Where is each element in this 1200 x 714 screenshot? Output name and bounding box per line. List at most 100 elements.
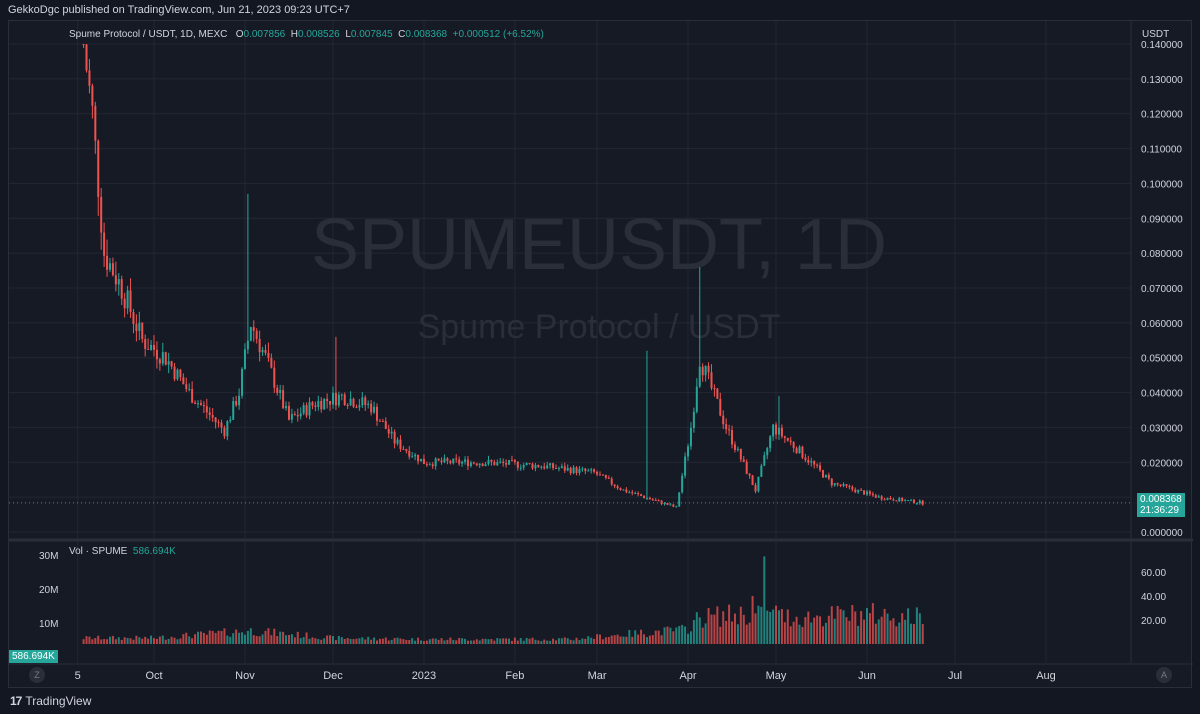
- candle: [877, 494, 880, 498]
- candle: [654, 498, 657, 501]
- candle: [443, 454, 446, 464]
- volume-bar: [129, 638, 132, 644]
- volume-bar: [455, 640, 458, 644]
- tradingview-logo[interactable]: 17 TradingView: [10, 694, 91, 708]
- candle: [792, 441, 795, 453]
- candle: [678, 492, 681, 507]
- auto-scale-button[interactable]: A: [1156, 667, 1172, 683]
- footer: 17 TradingView: [0, 688, 1200, 714]
- volume-axis-right[interactable]: 60.00 40.00 20.00: [1141, 568, 1166, 627]
- candle: [270, 353, 273, 369]
- candle: [176, 368, 179, 381]
- volume-bar: [264, 630, 267, 644]
- volume-bar: [783, 622, 786, 644]
- volume-bar: [114, 639, 117, 644]
- candle: [478, 463, 481, 468]
- candle: [290, 408, 293, 424]
- candle: [235, 395, 238, 408]
- volume-bar: [452, 639, 455, 644]
- volume-bar: [692, 620, 695, 644]
- candle: [472, 461, 475, 465]
- candle: [402, 445, 405, 450]
- volume-bar: [807, 611, 810, 644]
- volume-bar: [918, 613, 921, 644]
- volume-bar: [202, 632, 205, 644]
- candle: [153, 335, 155, 357]
- candle: [648, 496, 651, 500]
- volume-bar: [120, 639, 123, 644]
- candle: [279, 384, 282, 400]
- candle: [854, 487, 857, 494]
- candle: [329, 400, 332, 411]
- volume-bar: [601, 639, 604, 644]
- price-axis[interactable]: 0.140000 0.130000 0.120000 0.110000 0.100000…: [1141, 40, 1183, 539]
- candle: [631, 489, 634, 496]
- volume-bar: [745, 624, 748, 644]
- candle: [361, 391, 364, 408]
- volume-bar: [848, 620, 851, 644]
- candle: [273, 360, 276, 393]
- volume-bar: [733, 613, 736, 644]
- volume-left-tick: 30M: [39, 551, 58, 562]
- volume-title[interactable]: Vol · SPUME: [69, 546, 128, 557]
- candle: [695, 378, 698, 414]
- volume-bar: [634, 630, 637, 644]
- time-axis[interactable]: 5 Oct Nov Dec 2023 Feb Mar Apr May Jun Jul Aug: [75, 670, 1056, 682]
- volume-bar: [560, 638, 563, 644]
- volume-bar: [484, 638, 487, 644]
- candle: [464, 456, 467, 465]
- volume-bar: [742, 614, 745, 644]
- volume-bar: [895, 626, 898, 644]
- volume-bar: [631, 636, 634, 644]
- volume-bar: [572, 640, 575, 644]
- candle: [534, 462, 537, 472]
- volume-bar: [191, 638, 194, 644]
- volume-bar: [308, 638, 311, 644]
- candle: [868, 490, 871, 496]
- volume-bar: [675, 627, 678, 644]
- volume-left-tick: 20M: [39, 585, 58, 596]
- volume-bar: [161, 635, 164, 644]
- candle: [643, 495, 646, 499]
- candle: [440, 457, 443, 465]
- volume-bar: [904, 619, 907, 644]
- volume-bar: [346, 638, 349, 644]
- volume-bar: [472, 640, 475, 644]
- candle: [598, 471, 601, 476]
- zoom-button[interactable]: Z: [29, 667, 45, 683]
- chart-canvas[interactable]: SPUMEUSDT, 1D Spume Protocol / USDT 0.14…: [9, 21, 1193, 689]
- candle: [883, 497, 886, 501]
- volume-bar: [534, 639, 537, 644]
- time-tick-label: Oct: [145, 670, 162, 682]
- volume-bar: [810, 622, 813, 644]
- volume-bar: [164, 639, 167, 644]
- volume-bar: [217, 630, 220, 644]
- price-axis-unit: USDT: [1142, 29, 1169, 40]
- symbol-legend[interactable]: Spume Protocol / USDT, 1D, MEXC O0.00785…: [69, 29, 544, 40]
- candle: [161, 342, 164, 366]
- time-tick-label: Apr: [679, 670, 696, 682]
- candle: [120, 275, 123, 305]
- candle: [610, 476, 613, 486]
- chart-frame[interactable]: SPUMEUSDT, 1D Spume Protocol / USDT 0.14…: [8, 20, 1193, 689]
- candle: [373, 401, 376, 414]
- volume-bar: [443, 640, 446, 644]
- candle: [798, 445, 801, 454]
- candle: [525, 462, 528, 466]
- volume-bar: [390, 639, 393, 644]
- volume-bar: [352, 639, 355, 644]
- candle: [907, 499, 910, 502]
- candle: [355, 404, 358, 409]
- volume-bar: [813, 617, 816, 644]
- volume-legend[interactable]: Vol · SPUME 586.694K: [69, 546, 176, 557]
- symbol-title[interactable]: Spume Protocol / USDT, 1D, MEXC: [69, 29, 228, 40]
- close-value: 0.008368: [405, 29, 448, 40]
- volume-bar: [619, 636, 622, 644]
- time-tick-label: Dec: [323, 670, 343, 682]
- volume-bar: [777, 610, 780, 644]
- volume-bar: [179, 638, 182, 644]
- candle: [866, 489, 868, 496]
- volume-bar: [581, 638, 584, 644]
- volume-bar: [158, 636, 161, 644]
- volume-bar: [687, 633, 690, 644]
